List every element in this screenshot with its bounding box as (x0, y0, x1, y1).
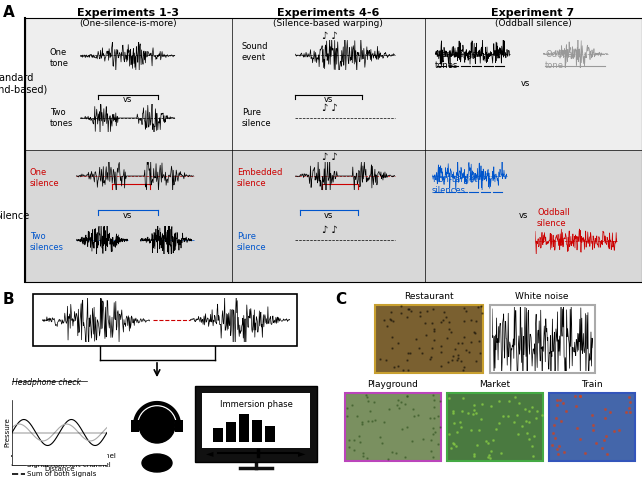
Text: White noise: White noise (516, 292, 569, 301)
Bar (447, 393, 543, 461)
Bar (25, 18, 642, 150)
Bar (239, 414, 249, 442)
Bar (25, 18, 642, 282)
Text: Pure
silence: Pure silence (237, 232, 266, 252)
Text: C: C (335, 292, 346, 307)
Text: Train: Train (581, 380, 603, 389)
Text: Sound
event: Sound event (242, 42, 268, 62)
Text: vs: vs (123, 94, 132, 104)
Text: ♪ ♪: ♪ ♪ (322, 152, 338, 162)
Text: Standard
(sound-based): Standard (sound-based) (0, 73, 47, 95)
Text: Headphone check: Headphone check (12, 378, 81, 387)
Text: ♪ ♪: ♪ ♪ (322, 31, 338, 41)
Text: One
tone: One tone (50, 48, 69, 68)
Bar (252, 420, 262, 442)
Bar (345, 393, 441, 461)
Text: Two
tones: Two tones (50, 108, 73, 128)
Text: Experiment 7: Experiment 7 (491, 8, 575, 18)
Text: ►: ► (299, 448, 306, 458)
Bar (175, 420, 183, 432)
Text: Non-target
tones: Non-target tones (435, 50, 480, 70)
Text: Pure
silence: Pure silence (242, 108, 272, 128)
Text: (Oddball silence): (Oddball silence) (494, 19, 571, 28)
Text: Oddball
silence: Oddball silence (537, 208, 569, 228)
Y-axis label: Pressure: Pressure (4, 418, 11, 448)
Circle shape (139, 407, 175, 443)
Text: vs: vs (123, 210, 132, 220)
Text: (One-silence-is-more): (One-silence-is-more) (79, 19, 177, 28)
Bar (265, 426, 275, 442)
Text: (Silence-based warping): (Silence-based warping) (273, 19, 383, 28)
Bar (202, 393, 310, 448)
Ellipse shape (142, 454, 172, 472)
Text: ♪ ♪: ♪ ♪ (322, 225, 338, 235)
Text: Experiments 1-3: Experiments 1-3 (77, 8, 179, 18)
X-axis label: Distance: Distance (44, 467, 74, 472)
Text: Sum of both signals: Sum of both signals (27, 471, 96, 477)
Text: One
silence: One silence (30, 169, 60, 187)
Text: Silence: Silence (0, 211, 30, 221)
Text: Immersion phase: Immersion phase (220, 400, 293, 409)
Bar (490, 305, 595, 373)
Text: Experiments 4-6: Experiments 4-6 (277, 8, 379, 18)
Text: Embedded
silence: Embedded silence (237, 169, 282, 187)
Text: Signal from right channel: Signal from right channel (27, 453, 116, 459)
Bar (375, 305, 483, 373)
Text: vs: vs (324, 94, 333, 104)
Bar (226, 422, 236, 442)
Bar (213, 428, 223, 442)
Bar (25, 150, 642, 282)
Bar (131, 420, 139, 432)
FancyBboxPatch shape (195, 386, 317, 462)
Text: vs: vs (324, 210, 333, 220)
Text: Two
silences: Two silences (30, 232, 64, 252)
Text: A: A (3, 5, 15, 20)
Text: Restaurant: Restaurant (404, 292, 454, 301)
Text: Playground: Playground (368, 380, 419, 389)
Text: Non-target
silences: Non-target silences (432, 175, 478, 195)
Text: vs: vs (520, 78, 530, 88)
Text: B: B (3, 292, 15, 307)
FancyBboxPatch shape (33, 294, 297, 346)
Text: Oddball
tone: Oddball tone (545, 50, 578, 70)
Text: ◄: ◄ (206, 448, 214, 458)
Text: vs: vs (518, 210, 528, 220)
Text: Signal from left channel: Signal from left channel (27, 462, 111, 468)
Text: Market: Market (480, 380, 510, 389)
Bar (549, 393, 635, 461)
Text: ♪ ♪: ♪ ♪ (322, 103, 338, 113)
